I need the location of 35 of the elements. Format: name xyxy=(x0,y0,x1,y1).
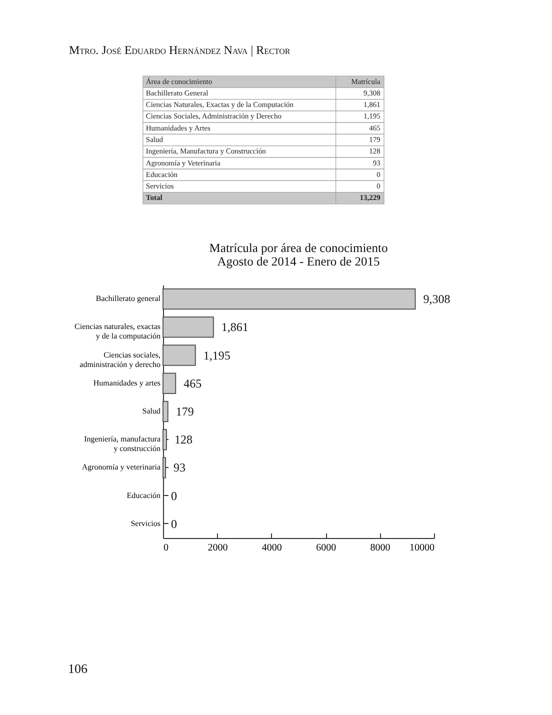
bar xyxy=(162,400,168,422)
data-label: 0 xyxy=(171,516,177,531)
data-label: 128 xyxy=(174,432,192,447)
y-tick-label: Agronomía y veterinaria xyxy=(82,462,161,472)
y-tick-label: Humanidades y artes xyxy=(93,378,160,388)
bar xyxy=(162,457,166,478)
data-label: 465 xyxy=(184,376,202,390)
y-tick-label: Ciencias naturales, exactas y de la computación xyxy=(74,322,160,341)
text: Mtro. José Eduardo Hernández Nava | Rector xyxy=(69,43,290,58)
data-label: 1,195 xyxy=(203,348,230,362)
bar xyxy=(162,316,214,338)
y-tick-label: Salud xyxy=(142,406,160,416)
data-label: 1,861 xyxy=(221,320,248,334)
text: 106 xyxy=(68,661,88,676)
x-tick-label: 0 xyxy=(164,542,168,554)
data-label: 9,308 xyxy=(423,292,450,306)
y-tick-label: Ingeniería, manufactura y construcción xyxy=(84,434,161,454)
x-tick-label: 6000 xyxy=(316,542,336,554)
y-tick-label: Bachillerato general xyxy=(96,294,162,304)
x-tick-label: 8000 xyxy=(370,542,390,554)
x-tick-label: 4000 xyxy=(262,542,282,554)
bar xyxy=(162,428,167,450)
bar xyxy=(162,344,196,366)
data-label: 93 xyxy=(174,460,186,475)
data-label: 0 xyxy=(171,488,177,503)
y-tick-label: Servicios xyxy=(130,518,160,528)
y-tick-label: Ciencias sociales, administración y derecho xyxy=(80,350,160,369)
chart-subtitle: Agosto de 2014 - Enero de 2015 xyxy=(217,254,380,268)
chart-title: Matrícula por área de conocimiento xyxy=(209,241,388,255)
data-label: 179 xyxy=(176,404,194,418)
bar xyxy=(162,372,176,394)
x-tick-label: 10000 xyxy=(410,542,434,554)
x-tick-label: 2000 xyxy=(208,542,228,554)
bar xyxy=(162,288,416,310)
y-tick-label: Educación xyxy=(126,490,160,500)
